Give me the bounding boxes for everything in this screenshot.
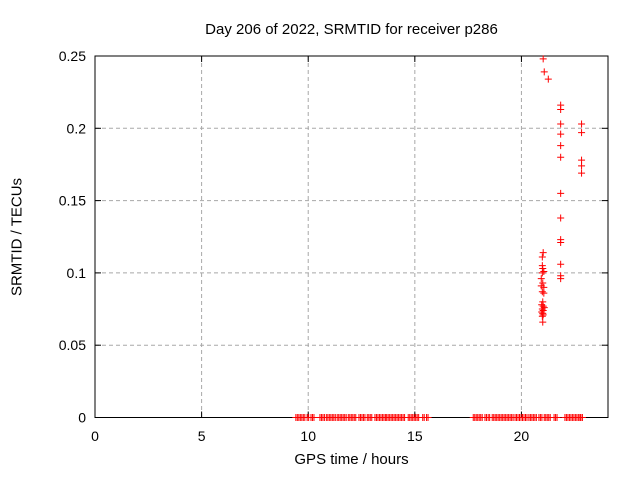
x-tick-label: 15	[407, 428, 423, 444]
data-point-marker	[540, 267, 548, 275]
x-tick-label: 5	[198, 428, 206, 444]
y-tick-label: 0.05	[59, 337, 86, 353]
series-layer	[292, 55, 586, 421]
x-tick-label: 10	[300, 428, 316, 444]
y-tick-label: 0.15	[59, 193, 86, 209]
axis-layer	[94, 55, 609, 418]
data-point-marker	[538, 269, 546, 277]
x-tick-label: 20	[514, 428, 530, 444]
data-point-marker	[539, 279, 547, 287]
data-point-marker	[557, 275, 565, 283]
y-tick-label: 0	[78, 410, 86, 426]
x-axis-label: GPS time / hours	[294, 451, 409, 468]
data-point-marker	[539, 311, 547, 319]
data-point-marker	[544, 75, 552, 83]
data-point-marker	[557, 142, 565, 150]
tick-label-layer: 0 5 10 15 20 0 0.05 0.1 0.15 0.2 0.25	[59, 48, 530, 444]
data-point-marker	[557, 130, 565, 138]
data-point-marker	[578, 129, 586, 137]
data-point-marker	[557, 120, 565, 128]
data-point-marker	[537, 275, 545, 283]
data-point-marker	[539, 318, 547, 326]
y-tick-label: 0.1	[67, 265, 87, 281]
baseline-zero-markers	[292, 414, 586, 421]
data-point-marker	[578, 120, 586, 128]
x-tick-label: 0	[91, 428, 99, 444]
data-point-marker	[557, 189, 565, 197]
grid-layer	[95, 56, 608, 418]
data-point-marker	[539, 249, 547, 257]
data-point-marker	[578, 162, 586, 170]
data-point-marker	[557, 260, 565, 268]
data-point-marker	[557, 239, 565, 247]
data-point-marker	[578, 169, 586, 177]
y-tick-label: 0.25	[59, 48, 86, 64]
data-point-marker	[557, 153, 565, 161]
data-point-marker	[539, 55, 547, 63]
plot-border	[94, 55, 609, 418]
data-point-marker	[538, 288, 546, 296]
data-point-marker	[540, 289, 548, 297]
data-point-marker	[538, 253, 546, 261]
data-point-marker	[557, 106, 565, 114]
data-point-marker	[557, 214, 565, 222]
data-point-marker	[540, 68, 548, 76]
data-point-marker	[538, 308, 546, 316]
chart-title: Day 206 of 2022, SRMTID for receiver p28…	[205, 21, 498, 38]
y-tick-label: 0.2	[67, 120, 87, 136]
